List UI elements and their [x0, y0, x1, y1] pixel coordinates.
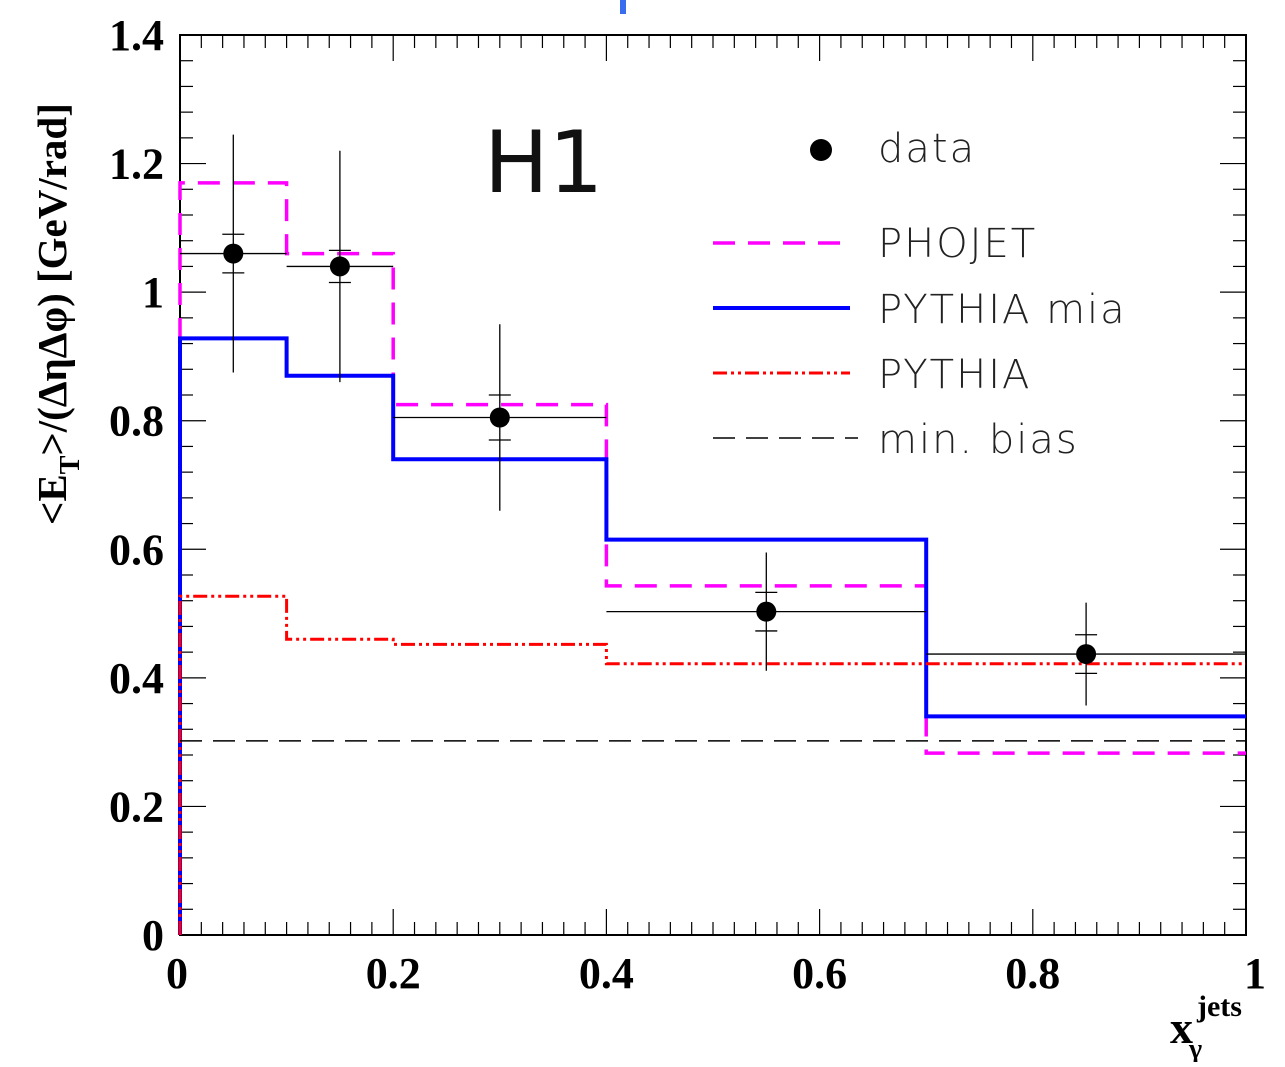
- y-axis-title-sub: T: [55, 455, 86, 474]
- x-tick-label: 0.8: [1005, 949, 1060, 998]
- y-axis-title: <ET>/(ΔηΔφ) [GeV/rad]: [29, 103, 86, 525]
- y-tick-label: 1: [142, 268, 164, 317]
- y-tick-label: 1.2: [109, 140, 164, 189]
- y-tick-label: 0.6: [109, 525, 164, 574]
- data-layer: [180, 134, 1246, 706]
- series-pythia-mia: [178, 336, 1246, 935]
- series-phojet: [178, 181, 1246, 935]
- legend-label-phojet: PHOJET: [878, 221, 1037, 267]
- y-tick-label: 0.8: [109, 397, 164, 446]
- x-tick-label: 0.2: [366, 949, 421, 998]
- x-tick-label: 0.6: [792, 949, 847, 998]
- y-axis-title-main: <E: [29, 474, 75, 525]
- experiment-label: H1: [484, 113, 603, 213]
- y-tick-label: 0.4: [109, 654, 164, 703]
- x-axis-title-sub: γ: [1188, 1034, 1202, 1062]
- x-tick-label: 0: [166, 949, 188, 998]
- data-point: [223, 243, 244, 264]
- data-point: [489, 407, 510, 428]
- ticks-layer: [179, 34, 1247, 936]
- legend-label-pythia-mia: PYTHIA mia: [878, 287, 1127, 333]
- data-point: [1076, 644, 1097, 665]
- top-edge-mark: [620, 0, 626, 14]
- y-tick-label: 0: [142, 911, 164, 960]
- y-tick-label: 0.2: [109, 782, 164, 831]
- legend: data PHOJET PYTHIA mia PYTHIA min. bias: [713, 126, 1127, 463]
- legend-data-marker: [810, 139, 832, 161]
- x-axis-title-main: x: [1170, 1002, 1193, 1053]
- y-tick-label: 1.4: [109, 11, 164, 60]
- tick-labels-layer: 0 0.2 0.4 0.6 0.8 1 0 0.2 0.4 0.6 0.8 1 1.2 1.4: [109, 11, 1266, 998]
- legend-label-data: data: [878, 126, 976, 172]
- y-axis-title-rest: >/(ΔηΔφ) [GeV/rad]: [29, 103, 75, 455]
- x-axis-title-sup: jets: [1196, 990, 1242, 1023]
- legend-label-pythia: PYTHIA: [878, 352, 1031, 398]
- x-tick-label: 0.4: [579, 949, 634, 998]
- legend-label-min-bias: min. bias: [878, 417, 1079, 463]
- data-point: [329, 256, 350, 277]
- x-tick-label: 1: [1244, 949, 1266, 998]
- data-point: [756, 601, 777, 622]
